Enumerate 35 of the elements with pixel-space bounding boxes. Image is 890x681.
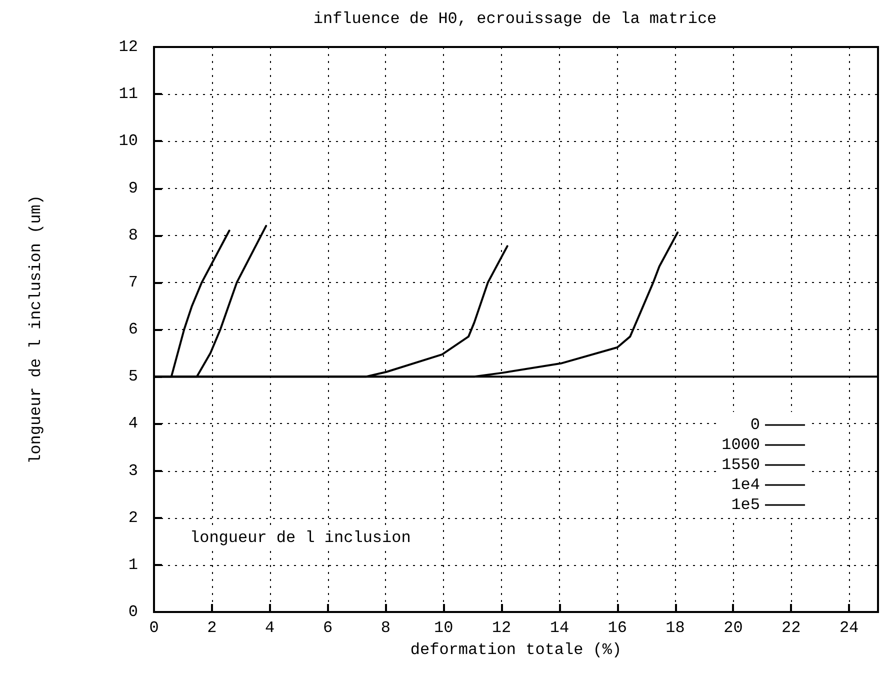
legend-label: 0: [750, 416, 760, 434]
x-tick-label: 0: [149, 619, 159, 637]
x-axis-title: deformation totale (%): [410, 641, 622, 659]
x-tick-label: 12: [492, 619, 512, 637]
y-tick-label: 3: [128, 462, 138, 480]
y-tick-label: 9: [128, 179, 138, 198]
legend-label: 1e4: [731, 476, 760, 494]
y-tick-label: 10: [118, 132, 138, 150]
y-tick-label: 0: [128, 603, 138, 621]
y-tick-label: 8: [128, 226, 138, 244]
y-tick-label: 7: [128, 273, 138, 292]
y-tick-label: 12: [118, 38, 138, 56]
chart-title: influence de H0, ecrouissage de la matrice: [313, 10, 717, 28]
x-tick-label: 14: [550, 619, 570, 637]
y-tick-label: 6: [128, 320, 138, 338]
x-tick-label: 18: [666, 619, 685, 637]
annotation: longueur de l inclusion: [190, 529, 411, 547]
x-tick-label: 20: [724, 619, 743, 637]
x-tick-label: 4: [265, 619, 275, 637]
y-tick-label: 11: [118, 85, 138, 104]
y-tick-label: 5: [128, 368, 138, 386]
y-tick-label: 4: [128, 414, 138, 433]
legend-label: 1e5: [731, 496, 760, 514]
y-axis-title: longueur de l inclusion (um): [27, 195, 45, 464]
y-tick-label: 1: [128, 556, 138, 574]
legend-label: 1000: [722, 436, 760, 454]
x-tick-label: 24: [839, 619, 859, 637]
x-tick-label: 10: [434, 619, 454, 637]
x-tick-label: 2: [207, 619, 217, 637]
y-tick-label: 2: [128, 508, 138, 527]
x-tick-label: 22: [782, 619, 801, 637]
x-tick-label: 8: [380, 619, 390, 637]
x-tick-label: 16: [608, 619, 627, 637]
x-tick-label: 6: [322, 619, 333, 637]
legend-label: 1550: [722, 456, 760, 474]
